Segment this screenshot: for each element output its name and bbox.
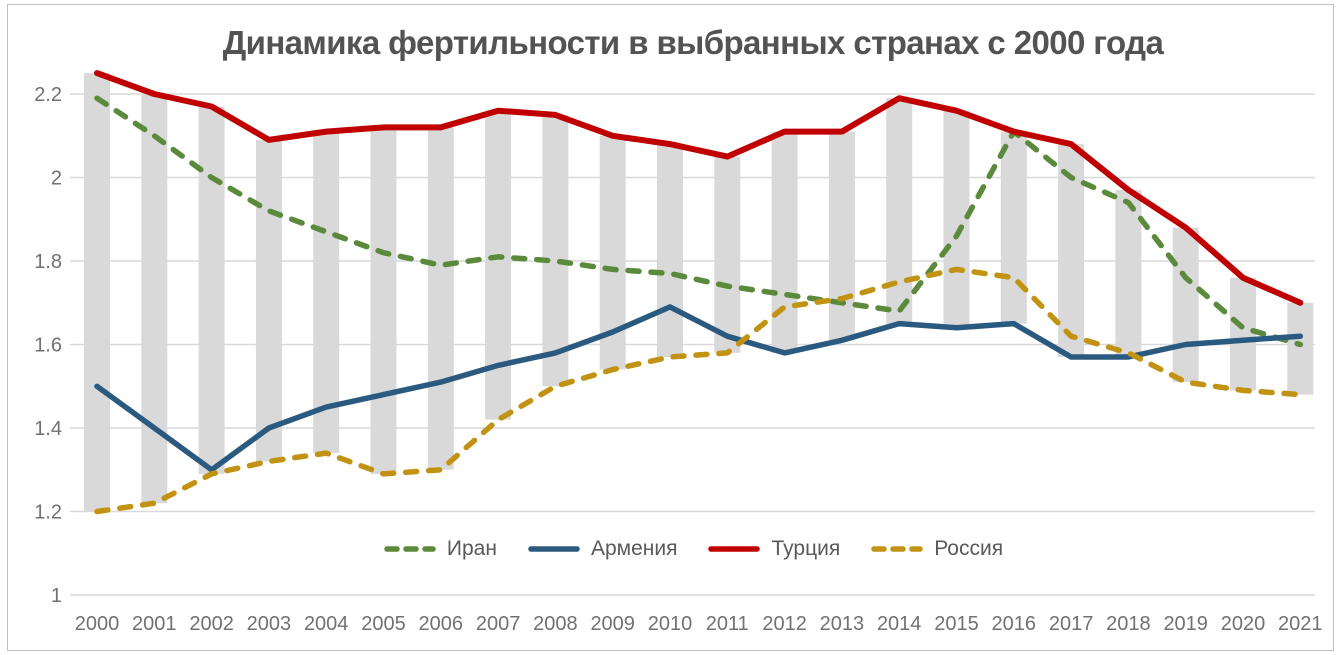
x-tick-label: 2011 [706,613,749,635]
chart-title: Динамика фертильности в выбранных страна… [222,24,1164,61]
range-bar [1230,277,1256,391]
range-bar [886,98,913,324]
y-axis-tick-labels: 2.2 2 1.8 1.6 1.4 1.2 1 [34,84,62,607]
x-tick-label: 2012 [762,613,807,635]
x-tick-label: 2001 [132,613,177,635]
y-tick-label: 2.2 [34,84,62,106]
range-bar [370,127,397,474]
range-bar [84,73,110,512]
range-bar [255,139,282,462]
range-bar [1172,227,1199,383]
x-tick-label: 2002 [189,613,234,635]
legend-item-Россия: Россия [870,537,1003,561]
x-tick-label: 2000 [75,613,120,635]
x-tick-label: 2019 [1163,613,1208,635]
range-bar [1287,302,1314,395]
legend-label: Иран [446,537,497,560]
x-tick-label: 2014 [877,613,922,635]
y-tick-label: 1.2 [34,502,62,524]
x-tick-label: 2020 [1221,613,1266,635]
range-bar [943,110,970,328]
series-line-Турция [94,70,1304,306]
range-bar [542,114,569,387]
legend-item-Турция: Турция [707,537,840,561]
x-tick-label: 2007 [476,613,521,635]
x-tick-label: 2021 [1278,613,1323,635]
x-tick-label: 2010 [648,613,693,635]
range-bar [198,106,225,474]
legend-label: Турция [771,537,841,560]
range-bar [828,131,855,341]
y-tick-label: 1.4 [34,418,62,440]
series-line-Армения [94,304,1304,473]
legend-swatch-solid-line-icon [708,546,761,552]
series-line-Иран [94,95,1304,348]
range-bar [714,156,741,353]
x-tick-label: 2016 [992,613,1037,635]
legend-item-Иран: Иран [383,537,497,561]
x-tick-label: 2004 [304,613,349,635]
legend-swatch-dashed-line-icon [871,546,923,552]
range-bar [657,144,683,358]
x-tick-label: 2006 [419,613,464,635]
y-tick-label: 1 [51,585,62,607]
chart-legend: Иран Армения Турция Россия [70,537,1316,561]
legend-swatch-dashed-line-icon [384,546,436,552]
series-line-Россия [94,266,1304,515]
range-bar [1000,131,1027,324]
legend-item-Армения: Армения [527,537,678,561]
x-tick-label: 2013 [820,613,865,635]
y-tick-label: 2 [51,168,62,190]
y-tick-label: 1.6 [34,335,62,357]
x-tick-label: 2015 [934,613,979,635]
range-bar [485,110,512,420]
x-tick-label: 2008 [533,613,578,635]
range-bar [427,127,454,470]
legend-label: Россия [934,537,1004,560]
legend-swatch-solid-line-icon [528,546,580,552]
y-tick-label: 1.8 [34,251,62,273]
range-bar [771,131,798,353]
range-bar [1115,190,1142,358]
x-tick-label: 2009 [590,613,635,635]
x-tick-label: 2005 [361,613,406,635]
x-axis-tick-labels: 2000 2001 2002 2003 2004 2005 2006 2007 2008 2009… [75,613,1323,635]
range-bar [141,94,168,504]
x-tick-label: 2018 [1106,613,1151,635]
range-bar [313,131,340,454]
x-tick-label: 2003 [247,613,292,635]
legend-label: Армения [590,537,678,560]
x-tick-label: 2017 [1049,613,1094,635]
